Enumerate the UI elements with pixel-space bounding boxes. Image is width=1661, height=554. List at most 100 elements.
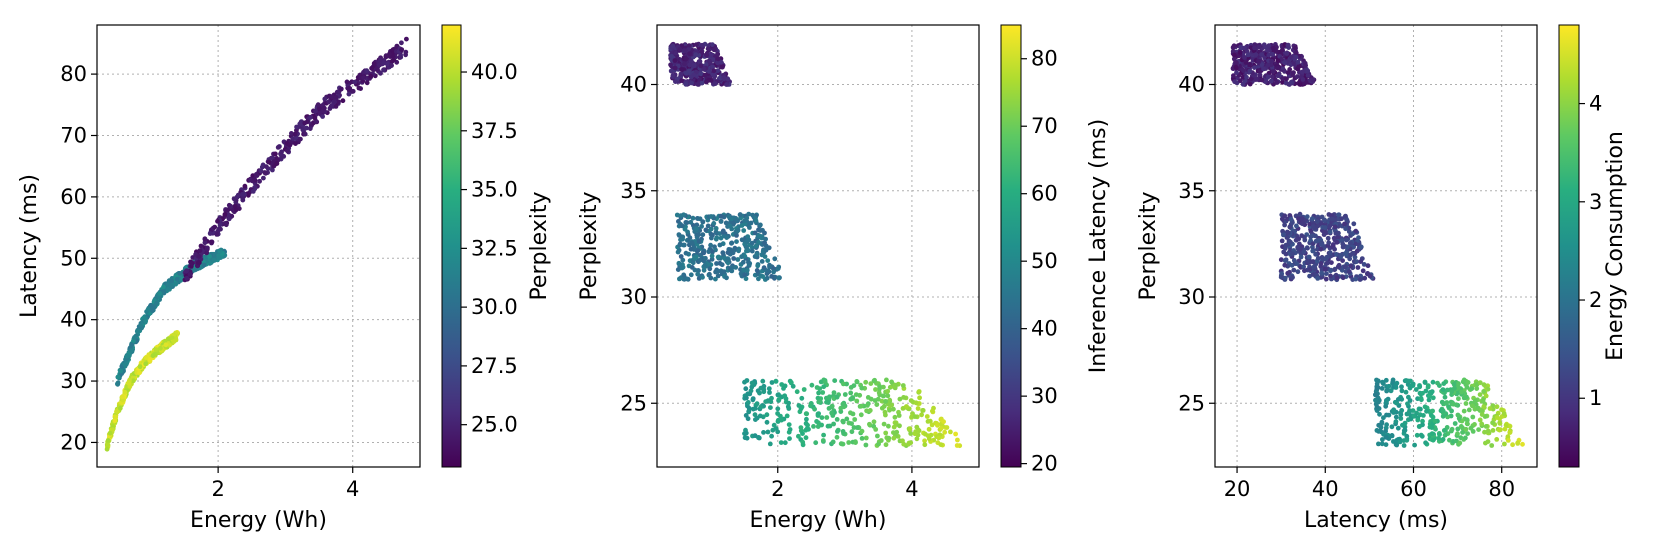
data-point — [881, 384, 886, 390]
data-point — [1399, 388, 1405, 394]
data-point — [1498, 427, 1503, 432]
data-point — [755, 263, 761, 269]
data-point — [1282, 246, 1288, 251]
data-point — [107, 430, 113, 436]
data-point — [794, 389, 800, 395]
y-axis-label: Perplexity — [577, 191, 602, 300]
data-point — [124, 353, 130, 359]
data-point — [1322, 266, 1328, 272]
data-point — [364, 68, 370, 74]
data-point — [886, 435, 892, 441]
data-point — [329, 94, 335, 100]
data-point — [680, 236, 685, 242]
data-point — [1346, 269, 1352, 274]
data-point — [167, 342, 172, 348]
y-tick-label: 50 — [60, 246, 87, 270]
data-point — [723, 220, 729, 226]
data-point — [1305, 73, 1311, 78]
data-point — [733, 265, 739, 270]
data-point — [308, 114, 314, 120]
data-point — [679, 78, 685, 83]
data-point — [1480, 398, 1486, 404]
data-point — [1281, 249, 1287, 255]
data-point — [1452, 421, 1458, 426]
data-point — [1490, 420, 1495, 426]
data-point — [1353, 276, 1359, 282]
data-point — [233, 207, 239, 213]
data-point — [1242, 55, 1247, 60]
data-point — [1332, 224, 1338, 230]
data-point — [688, 272, 694, 278]
data-point — [1318, 246, 1324, 252]
y-tick-label: 30 — [620, 285, 647, 309]
data-point — [1402, 420, 1408, 426]
data-point — [1266, 43, 1272, 49]
data-point — [891, 430, 896, 435]
data-point — [893, 382, 899, 388]
plot-frame — [656, 24, 980, 468]
data-point — [884, 377, 889, 383]
colorbar-tick-label: 30.0 — [471, 295, 518, 319]
data-point — [1443, 401, 1449, 406]
data-point — [371, 61, 377, 66]
data-point — [679, 67, 685, 72]
data-point — [765, 429, 771, 435]
data-point — [212, 224, 218, 230]
data-point — [1293, 50, 1299, 56]
data-point — [718, 213, 724, 219]
data-point — [1300, 77, 1306, 82]
data-point — [352, 79, 358, 85]
data-point — [209, 239, 214, 245]
data-point — [1425, 383, 1431, 389]
data-point — [821, 384, 827, 390]
data-point — [1329, 260, 1334, 265]
scatter-points — [668, 41, 963, 449]
data-point — [377, 58, 383, 63]
data-point — [1302, 268, 1307, 274]
data-point — [1378, 425, 1384, 430]
colorbar-tick-label: 37.5 — [471, 119, 518, 143]
data-point — [1318, 261, 1324, 266]
data-point — [767, 262, 772, 268]
data-point — [700, 232, 706, 238]
data-point — [326, 99, 332, 105]
data-point — [1244, 48, 1250, 54]
data-point — [711, 47, 717, 53]
data-point — [827, 394, 832, 400]
data-point — [1373, 398, 1379, 403]
data-point — [840, 441, 846, 447]
data-point — [1410, 381, 1416, 387]
data-point — [204, 250, 210, 256]
data-point — [1327, 229, 1333, 235]
data-point — [232, 203, 238, 209]
data-point — [731, 256, 737, 261]
data-point — [1278, 274, 1284, 280]
data-point — [1474, 386, 1480, 391]
data-point — [1319, 270, 1324, 276]
data-point — [258, 168, 264, 174]
data-point — [1271, 46, 1276, 51]
data-point — [739, 237, 745, 243]
data-point — [1505, 438, 1511, 443]
data-point — [865, 403, 870, 408]
data-point — [953, 431, 958, 437]
data-point — [683, 56, 689, 62]
data-point — [900, 383, 906, 388]
data-point — [1350, 231, 1355, 237]
data-point — [273, 151, 278, 157]
data-point — [786, 422, 792, 427]
data-point — [873, 427, 879, 432]
data-point — [1395, 397, 1401, 402]
y-tick-label: 35 — [1178, 179, 1205, 203]
data-point — [1354, 248, 1360, 254]
data-point — [681, 61, 687, 67]
data-point — [1415, 417, 1421, 423]
data-point — [854, 379, 860, 384]
data-point — [1384, 398, 1389, 404]
data-point — [1430, 395, 1436, 401]
data-point — [859, 385, 865, 391]
data-point — [1423, 388, 1429, 394]
data-point — [786, 406, 792, 411]
data-point — [749, 240, 755, 246]
